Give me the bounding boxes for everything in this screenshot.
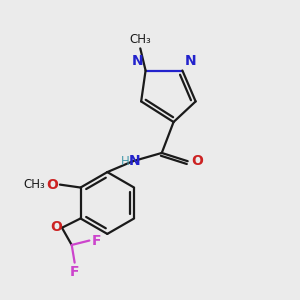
Text: O: O [191,154,203,168]
Text: CH₃: CH₃ [129,33,151,46]
Text: F: F [92,233,101,248]
Text: O: O [50,220,62,234]
Text: N: N [185,54,197,68]
Text: H: H [121,155,130,168]
Text: N: N [129,154,140,168]
Text: N: N [132,54,143,68]
Text: F: F [70,265,80,279]
Text: CH₃: CH₃ [23,178,45,191]
Text: O: O [46,178,58,192]
